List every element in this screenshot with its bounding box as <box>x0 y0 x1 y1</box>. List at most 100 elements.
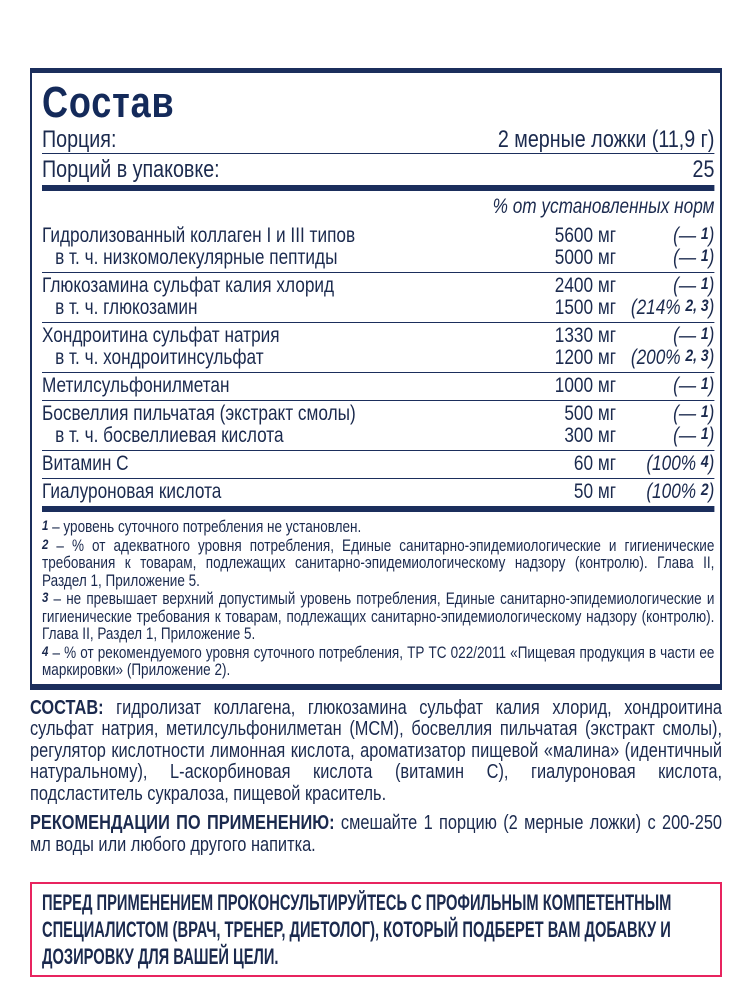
composition-text: СОСТАВ: гидролизат коллагена, глюкозамин… <box>30 696 723 806</box>
ingredient-percent: (— 1) <box>673 402 715 425</box>
ingredient-amount: 300 мг <box>564 424 616 447</box>
ingredient-amount: 2400 мг <box>554 274 616 297</box>
ingredient-row: Метилсульфонилметан 1000 мг (— 1) <box>42 375 714 397</box>
footnotes: 1 – уровень суточного потребления не уст… <box>42 518 714 680</box>
ingredient-group: Босвеллия пильчатая (экстракт смолы) 500 … <box>42 401 715 451</box>
ingredient-percent: (100% 4) <box>646 452 715 475</box>
ingredient-amount: 5600 мг <box>554 224 616 247</box>
warning-box: Перед применением проконсультируйтесь с … <box>30 882 722 977</box>
composition-label: СОСТАВ: <box>30 696 104 719</box>
servings-row: Порций в упаковке: 25 <box>42 154 715 191</box>
ingredient-group: Хондроитина сульфат натрия 1330 мг (— 1) в … <box>42 323 715 373</box>
servings-value: 25 <box>692 156 715 183</box>
footnote-text: – уровень суточного потребления не устан… <box>48 518 362 536</box>
footnote-ref: 1 <box>700 224 709 243</box>
table-divider <box>42 506 715 512</box>
percent-value: (— <box>673 324 697 347</box>
warning-text: Перед применением проконсультируйтесь с … <box>42 890 672 969</box>
composition-body: гидролизат коллагена, глюкозамина сульфа… <box>30 696 723 805</box>
serving-value: 2 мерные ложки (11,9 г) <box>497 126 715 153</box>
footnote-ref: 1 <box>700 374 709 393</box>
ingredient-name: Витамин С <box>42 452 129 475</box>
percent-value: (100% <box>646 452 697 475</box>
footnote-ref: 2, 3 <box>685 346 709 365</box>
ingredients-table: Гидролизованный коллаген I и III типов 56… <box>42 223 715 506</box>
percent-value: (— <box>673 374 697 397</box>
ingredient-name: в т. ч. хондроитинсульфат <box>55 346 264 369</box>
ingredient-percent: (— 1) <box>673 224 715 247</box>
footnote: 1 – уровень суточного потребления не уст… <box>42 518 714 537</box>
ingredient-name: Хондроитина сульфат натрия <box>42 324 280 347</box>
ingredient-amount: 500 мг <box>564 402 616 425</box>
ingredient-percent: (— 1) <box>673 324 715 347</box>
footnote-ref: 2, 3 <box>685 296 709 315</box>
footnote: 2 – % от адекватного уровня потребления,… <box>42 537 714 591</box>
ingredient-name: Метилсульфонилметан <box>42 374 230 397</box>
ingredient-percent: (— 1) <box>673 424 715 447</box>
ingredient-group: Гидролизованный коллаген I и III типов 56… <box>42 223 715 273</box>
footnote-number: 4 <box>42 642 49 659</box>
footnote-ref: 1 <box>700 324 709 343</box>
footnote-text: – % от адекватного уровня потребления, Е… <box>42 536 715 590</box>
footnote-ref: 1 <box>700 274 709 293</box>
norms-header: % от установленных норм <box>492 195 715 218</box>
footnote-ref: 1 <box>700 402 709 421</box>
footnote-text: – не превышает верхний допустимый уровен… <box>42 590 715 643</box>
ingredient-row: Хондроитина сульфат натрия 1330 мг (— 1) <box>42 325 714 347</box>
ingredient-percent: (— 1) <box>673 274 715 297</box>
ingredient-name: Босвеллия пильчатая (экстракт смолы) <box>42 402 356 425</box>
ingredient-name: Глюкозамина сульфат калия хлорид <box>42 274 335 297</box>
percent-value: (— <box>673 224 697 247</box>
ingredient-amount: 60 мг <box>573 452 616 475</box>
ingredient-group: Глюкозамина сульфат калия хлорид 2400 мг (… <box>42 273 715 323</box>
usage-body: смешайте 1 порцию (2 мерные ложки) с 200… <box>30 812 723 856</box>
nutrition-panel: Состав Порция: 2 мерные ложки (11,9 г) По… <box>30 68 722 690</box>
ingredient-row: Гидролизованный коллаген I и III типов 56… <box>42 225 714 247</box>
footnote-number: 2 <box>42 535 49 552</box>
percent-value: (100% <box>646 480 697 503</box>
footnote-ref: 4 <box>700 452 709 471</box>
percent-value: (— <box>673 402 697 425</box>
ingredient-amount: 50 мг <box>573 480 616 503</box>
ingredient-row: Гиалуроновая кислота 50 мг (100% 2) <box>42 481 714 503</box>
panel-title: Состав <box>42 78 175 127</box>
footnote-ref: 1 <box>700 424 709 443</box>
ingredient-name: Гидролизованный коллаген I и III типов <box>42 224 356 247</box>
percent-value: (— <box>673 424 697 447</box>
ingredient-name: в т. ч. глюкозамин <box>55 296 198 319</box>
ingredient-row: в т. ч. хондроитинсульфат 1200 мг (200% 2,… <box>42 347 714 369</box>
footnote: 4 – % от рекомендуемого уровня суточного… <box>42 644 714 680</box>
ingredient-amount: 5000 мг <box>554 246 616 269</box>
servings-label: Порций в упаковке: <box>42 156 220 183</box>
percent-value: (200% <box>630 346 681 369</box>
percent-value: (— <box>673 246 697 269</box>
ingredient-percent: (200% 2, 3) <box>630 346 715 369</box>
usage-text: РЕКОМЕНДАЦИИ ПО ПРИМЕНЕНИЮ: смешайте 1 п… <box>30 812 723 856</box>
percent-value: (214% <box>630 296 681 319</box>
ingredient-group: Гиалуроновая кислота 50 мг (100% 2) <box>42 479 714 506</box>
ingredient-percent: (100% 2) <box>646 480 715 503</box>
usage-label: РЕКОМЕНДАЦИИ ПО ПРИМЕНЕНИЮ: <box>30 812 335 834</box>
ingredient-row: в т. ч. глюкозамин 1500 мг (214% 2, 3) <box>42 297 714 319</box>
ingredient-amount: 1330 мг <box>554 324 616 347</box>
ingredient-group: Метилсульфонилметан 1000 мг (— 1) <box>42 373 715 401</box>
ingredient-percent: (— 1) <box>673 246 715 269</box>
footnote-ref: 2 <box>700 480 709 499</box>
footnote: 3 – не превышает верхний допустимый уров… <box>42 590 714 644</box>
footnote-ref: 1 <box>700 246 709 265</box>
footnote-number: 3 <box>42 589 49 605</box>
ingredient-group: Витамин С 60 мг (100% 4) <box>42 451 715 479</box>
ingredient-row: в т. ч. босвеллиевая кислота 300 мг (— 1) <box>42 425 714 447</box>
footnote-number: 1 <box>42 517 49 533</box>
ingredient-row: Глюкозамина сульфат калия хлорид 2400 мг (… <box>42 275 714 297</box>
ingredient-name: в т. ч. босвеллиевая кислота <box>55 424 284 447</box>
ingredient-row: Витамин С 60 мг (100% 4) <box>42 453 714 475</box>
ingredient-amount: 1500 мг <box>554 296 616 319</box>
serving-label: Порция: <box>42 126 117 153</box>
ingredient-percent: (— 1) <box>673 374 715 397</box>
ingredient-amount: 1000 мг <box>554 374 616 397</box>
ingredient-name: Гиалуроновая кислота <box>42 480 222 503</box>
percent-value: (— <box>673 274 697 297</box>
ingredient-percent: (214% 2, 3) <box>630 296 715 319</box>
serving-row: Порция: 2 мерные ложки (11,9 г) <box>42 126 715 154</box>
